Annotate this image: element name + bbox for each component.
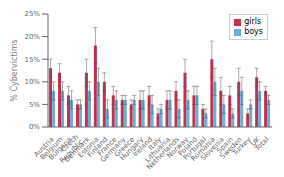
svg-text:Total: Total	[253, 135, 271, 153]
svg-text:Turkey: Turkey	[230, 135, 252, 157]
svg-text:25%: 25%	[24, 10, 40, 18]
svg-text:5%: 5%	[29, 101, 40, 109]
svg-text:10%: 10%	[24, 78, 40, 86]
svg-text:20%: 20%	[24, 33, 40, 41]
svg-text:% Cybervictims: % Cybervictims	[10, 39, 19, 101]
svg-text:15%: 15%	[24, 56, 40, 64]
svg-text:0%: 0%	[29, 123, 40, 131]
